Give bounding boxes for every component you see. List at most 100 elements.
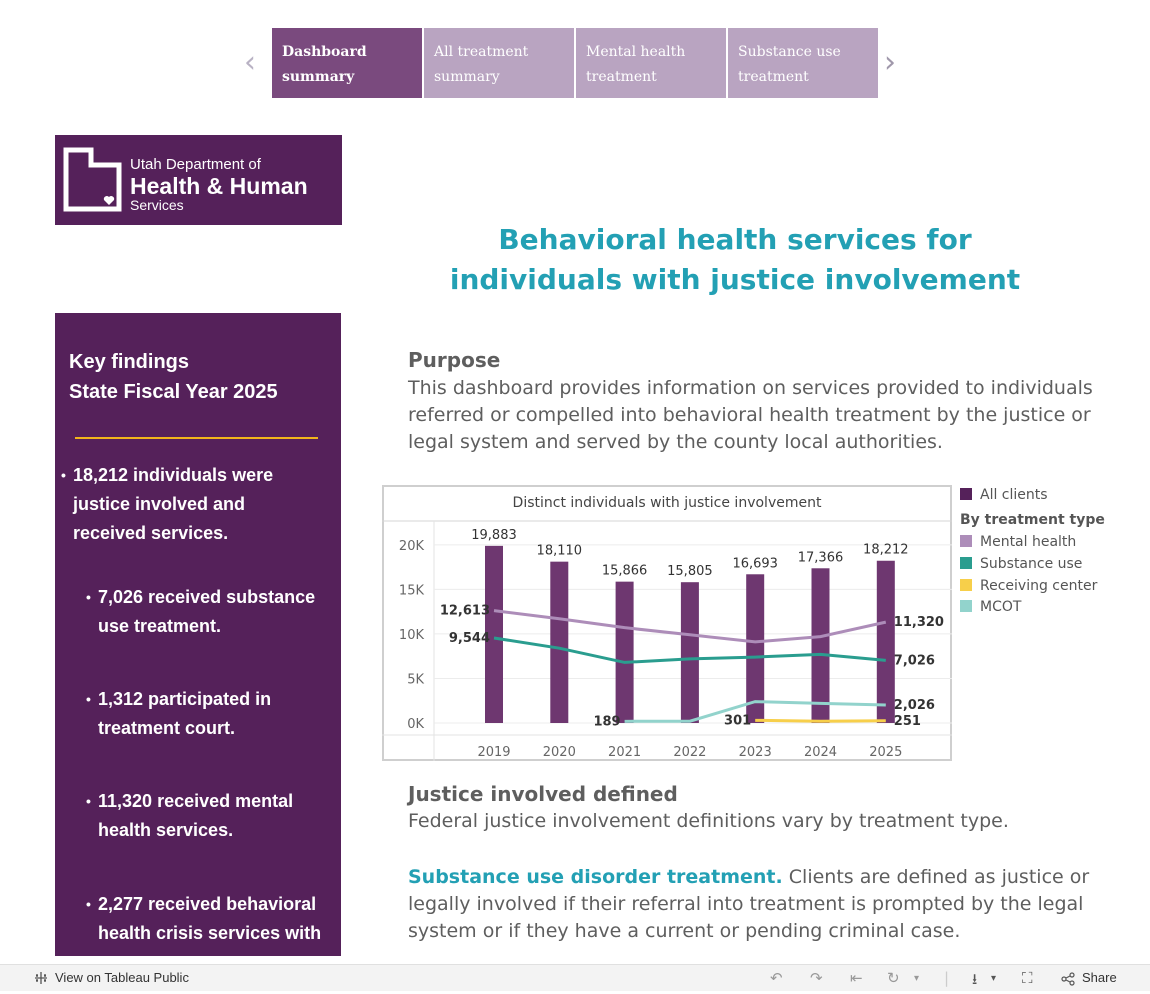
legend-item-all-clients[interactable]: All clients [960, 487, 1048, 505]
tab-substance-use-treatment[interactable]: Substance use treatment [728, 28, 878, 98]
line-substance-use [493, 636, 886, 664]
x-tick-label: 2019 [477, 745, 510, 760]
tab-label-line1: Substance use [738, 44, 841, 60]
share-button[interactable]: Share [1082, 970, 1117, 985]
legend-swatch [960, 535, 972, 547]
sud-definition: Substance use disorder treatment. Client… [408, 864, 1108, 945]
finding-item: • 2,277 received behavioral health crisis… [86, 894, 322, 943]
finding-item: • 7,026 received substance use treatment. [86, 587, 316, 636]
line-mcot [624, 700, 886, 723]
bar-all-clients [811, 568, 830, 723]
line-data-label: 251 [894, 714, 921, 729]
line-receiving-center [755, 718, 886, 723]
finding-text: 1,312 participated in treatment court. [98, 689, 272, 738]
sud-body: Clients are defined as justice or legall… [408, 866, 1090, 942]
line-data-label: 2,026 [894, 698, 935, 713]
x-tick-label: 2020 [543, 745, 576, 760]
legend-swatch [960, 488, 972, 500]
bar-all-clients [746, 574, 765, 723]
line-data-label: 12,613 [440, 604, 490, 619]
refresh-dropdown-icon[interactable]: ▾ [914, 973, 920, 984]
view-on-tableau-link[interactable]: View on Tableau Public [55, 970, 189, 985]
legend-label: Mental health [980, 534, 1077, 550]
toolbar-divider: | [944, 969, 950, 987]
y-tick-label: 20K [399, 539, 425, 554]
tab-dashboard-summary[interactable]: Dashboard summary [272, 28, 422, 98]
finding-item: • 11,320 received mental health services. [86, 791, 294, 840]
bar-data-label: 15,866 [602, 564, 648, 579]
purpose-body: This dashboard provides information on s… [408, 377, 1093, 453]
dhhs-logo: Utah Department of Health & Human Servic… [55, 135, 342, 225]
x-tick-label: 2021 [608, 745, 641, 760]
y-tick-label: 10K [399, 628, 425, 643]
finding-text: 18,212 individuals were justice involved… [73, 465, 274, 543]
page-title: Behavioral health services for individua… [449, 223, 1021, 296]
legend-item-substance-use[interactable]: Substance use [960, 556, 1082, 574]
bar-data-label: 18,212 [863, 543, 909, 558]
key-findings-divider [75, 437, 318, 439]
justice-body: Federal justice involvement definitions … [408, 810, 1009, 832]
bar-all-clients [680, 582, 699, 723]
tab-label-line1: Dashboard [282, 44, 367, 60]
legend-swatch [960, 600, 972, 612]
tab-label-line2: treatment [738, 69, 809, 85]
bar-data-label: 17,366 [798, 550, 844, 565]
bar-all-clients [485, 545, 503, 723]
justice-involvement-chart[interactable]: Distinct individuals with justice involv… [382, 485, 952, 761]
logo-line2: Health & Human [130, 173, 308, 199]
legend-item-mental-health[interactable]: Mental health [960, 534, 1076, 552]
line-data-label: 11,320 [894, 615, 944, 630]
legend-label: MCOT [980, 599, 1022, 615]
logo-line1: Utah Department of [130, 156, 261, 173]
refresh-icon[interactable]: ↻ [887, 969, 900, 987]
tabs-next-arrow-icon[interactable]: › [884, 45, 896, 80]
tab-label-line2: summary [282, 69, 355, 85]
legend-swatch [960, 579, 972, 591]
tab-label-line2: summary [434, 69, 500, 85]
bar-all-clients [615, 581, 634, 723]
legend-label: Receiving center [980, 578, 1098, 594]
revert-icon[interactable]: ⇤ [850, 969, 863, 987]
dashboard-tabs: ‹ Dashboard summary All treatment summar… [244, 28, 914, 98]
chart-frame [382, 485, 952, 761]
key-findings-title: Key findings State Fiscal Year 2025 [69, 351, 278, 403]
tab-all-treatment-summary[interactable]: All treatment summary [424, 28, 574, 98]
finding-item: • 18,212 individuals were justice involve… [61, 465, 274, 543]
download-dropdown-icon[interactable]: ▾ [991, 973, 997, 984]
sud-label: Substance use disorder treatment. [408, 866, 783, 888]
purpose-heading: Purpose [408, 348, 501, 372]
undo-icon[interactable]: ↶ [770, 969, 783, 987]
x-tick-label: 2022 [673, 745, 706, 760]
fullscreen-icon[interactable]: ⛶ [1022, 969, 1033, 987]
finding-text: 2,277 received behavioral health crisis … [98, 894, 322, 943]
bar-all-clients [550, 561, 569, 723]
line-data-label: 189 [593, 714, 620, 729]
chart-title: Distinct individuals with justice involv… [513, 495, 822, 511]
finding-text: 7,026 received substance use treatment. [98, 587, 316, 636]
line-mental-health [493, 609, 887, 644]
tabs-prev-arrow-icon[interactable]: ‹ [244, 45, 256, 80]
logo-line3: Services [130, 197, 184, 213]
bar-all-clients [876, 560, 895, 723]
legend-label: All clients [980, 487, 1048, 503]
legend-item-receiving-center[interactable]: Receiving center [960, 578, 1097, 596]
x-tick-label: 2025 [869, 745, 902, 760]
download-icon[interactable]: ⭳ [972, 970, 978, 988]
bar-data-label: 15,805 [667, 564, 713, 579]
line-data-label: 301 [724, 713, 751, 728]
legend-item-mcot[interactable]: MCOT [960, 599, 1021, 617]
justice-heading: Justice involved defined [408, 782, 678, 806]
legend-label: Substance use [980, 556, 1083, 572]
tableau-logo-icon [35, 972, 47, 984]
tab-label-line1: All treatment [434, 44, 529, 60]
legend-subtitle: By treatment type [960, 512, 1105, 528]
redo-icon[interactable]: ↷ [810, 969, 823, 987]
bar-data-label: 18,110 [537, 544, 583, 559]
line-data-label: 7,026 [894, 653, 935, 668]
finding-text: 11,320 received mental health services. [98, 791, 294, 840]
share-icon[interactable] [1061, 972, 1075, 986]
tab-label-line2: treatment [586, 69, 657, 85]
tab-mental-health-treatment[interactable]: Mental health treatment [576, 28, 726, 98]
utah-state-icon [63, 147, 122, 212]
tableau-toolbar: View on Tableau Public ↶ ↷ ⇤ ↻ ▾ | ⭳ ▾ ⛶… [0, 964, 1150, 991]
